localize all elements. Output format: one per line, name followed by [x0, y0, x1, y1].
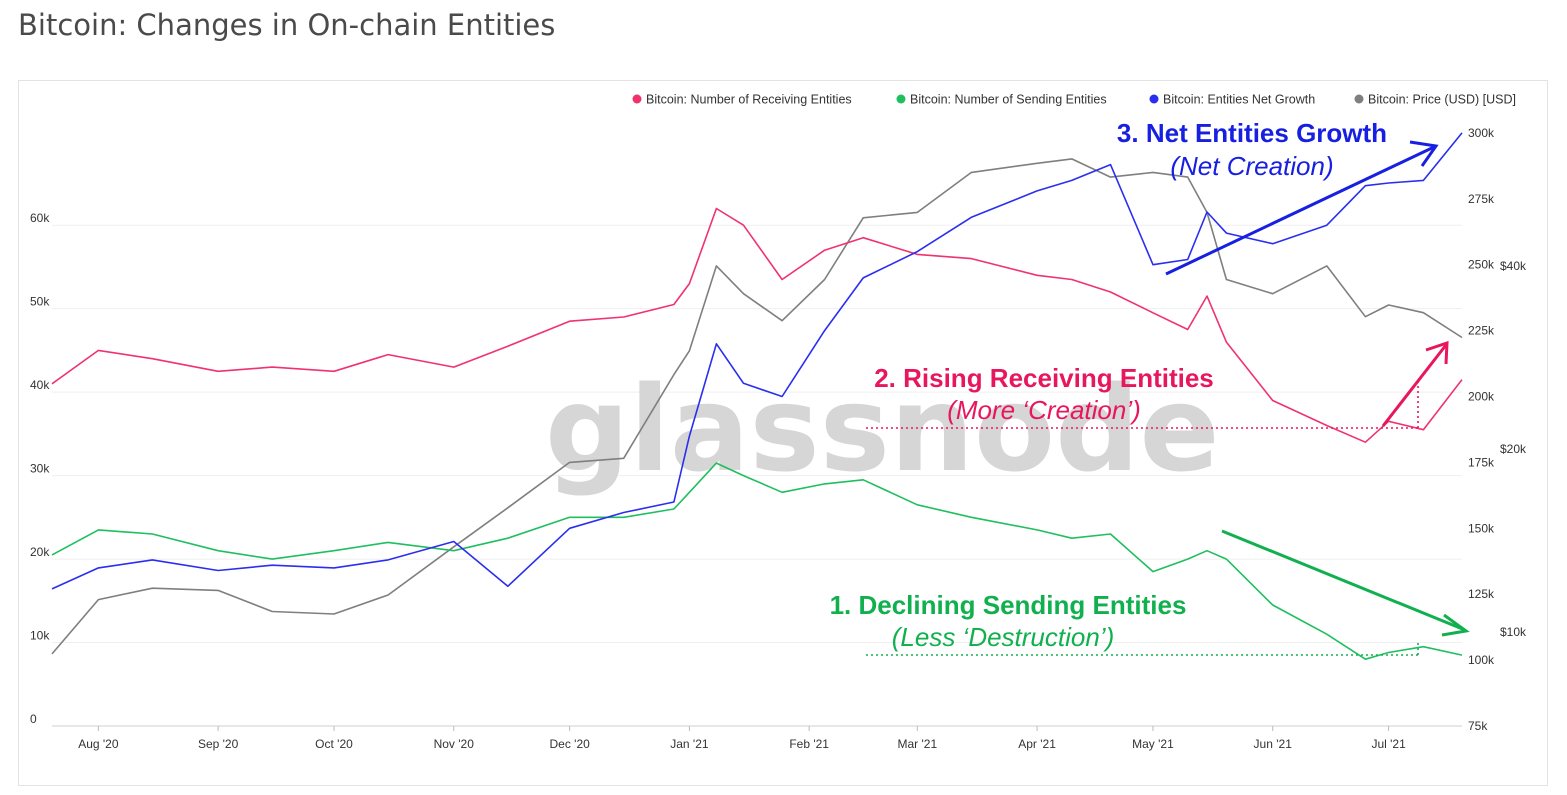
- annotation-receiving-subtitle: (More ‘Creation’): [947, 395, 1141, 425]
- y-right-net-tick-label: 225k: [1468, 324, 1495, 338]
- legend-label: Bitcoin: Number of Sending Entities: [910, 93, 1107, 107]
- annotation-receiving-arrowhead: [1425, 340, 1449, 365]
- x-tick-label: Jun '21: [1254, 737, 1293, 751]
- y-right-net-tick-label: 150k: [1468, 521, 1495, 535]
- annotation-net-subtitle: (Net Creation): [1170, 151, 1333, 181]
- y-right-net-tick-label: 125k: [1468, 587, 1495, 601]
- y-left-tick-label: 10k: [30, 629, 50, 643]
- annotation-sending-subtitle: (Less ‘Destruction’): [892, 622, 1115, 652]
- x-tick-label: Dec '20: [549, 737, 590, 751]
- y-right-net-tick-label: 300k: [1468, 126, 1495, 140]
- y-right-price-tick-label: $10k: [1500, 625, 1527, 639]
- x-tick-label: Mar '21: [897, 737, 937, 751]
- price-line: [51, 158, 1463, 655]
- legend-item[interactable]: Bitcoin: Price (USD) [USD]: [1354, 93, 1516, 107]
- sending-entities-line: [51, 462, 1463, 661]
- y-right-net-tick-label: 175k: [1468, 455, 1495, 469]
- annotation-sending-arrowhead: [1441, 613, 1470, 637]
- net-growth-line: [51, 132, 1463, 590]
- y-right-net-tick-label: 200k: [1468, 390, 1495, 404]
- watermark: glassnode: [545, 360, 1220, 498]
- x-tick-label: Feb '21: [789, 737, 829, 751]
- y-right-net-tick-label: 275k: [1468, 192, 1495, 206]
- y-right-net-tick-label: 75k: [1468, 719, 1488, 733]
- y-right-net-tick-label: 100k: [1468, 653, 1495, 667]
- annotation-sending-title: 1. Declining Sending Entities: [830, 590, 1187, 620]
- legend-item[interactable]: Bitcoin: Number of Sending Entities: [896, 93, 1107, 107]
- legend-swatch: [896, 94, 906, 104]
- legend-item[interactable]: Bitcoin: Number of Receiving Entities: [632, 93, 852, 107]
- axes: 0 10k 20k 30k 40k 50k 60k Aug '20 Sep '20 Oct '20…: [30, 126, 1527, 751]
- annotation-receiving-arrow: [1381, 344, 1448, 427]
- page-title: Bitcoin: Changes in On-chain Entities: [18, 8, 556, 42]
- y-left-tick-label: 40k: [30, 378, 50, 392]
- legend-label: Bitcoin: Price (USD) [USD]: [1368, 93, 1516, 107]
- x-tick-label: May '21: [1132, 737, 1174, 751]
- annotation-receiving: 2. Rising Receiving Entities (More ‘Crea…: [866, 340, 1449, 429]
- x-tick-label: Jul '21: [1371, 737, 1406, 751]
- y-right-net-tick-label: 250k: [1468, 258, 1495, 272]
- series-layer: [51, 132, 1463, 661]
- x-tick-label: Oct '20: [315, 737, 353, 751]
- annotation-net-arrowhead: [1409, 140, 1439, 167]
- annotation-net-title: 3. Net Entities Growth: [1117, 118, 1387, 148]
- x-tick-label: Sep '20: [198, 737, 239, 751]
- annotation-receiving-title: 2. Rising Receiving Entities: [874, 363, 1214, 393]
- receiving-entities-line: [51, 207, 1463, 444]
- y-left-tick-label: 30k: [30, 462, 50, 476]
- legend-label: Bitcoin: Number of Receiving Entities: [646, 93, 852, 107]
- x-tick-label: Apr '21: [1018, 737, 1056, 751]
- annotation-sending: 1. Declining Sending Entities (Less ‘Des…: [830, 529, 1470, 656]
- legend: Bitcoin: Number of Receiving Entities Bit…: [632, 93, 1516, 107]
- y-right-price-tick-label: $20k: [1500, 442, 1527, 456]
- x-tick-label: Nov '20: [434, 737, 475, 751]
- annotation-net-growth: 3. Net Entities Growth (Net Creation): [1117, 118, 1439, 276]
- legend-swatch: [632, 94, 642, 104]
- annotation-sending-arrow: [1221, 529, 1466, 632]
- y-left-tick-label: 50k: [30, 295, 50, 309]
- y-right-price-tick-label: $40k: [1500, 259, 1527, 273]
- y-left-tick-label: 0: [30, 712, 37, 726]
- annotation-net-arrow: [1165, 145, 1435, 276]
- legend-item[interactable]: Bitcoin: Entities Net Growth: [1149, 93, 1316, 107]
- chart-frame: [18, 80, 1548, 786]
- y-left-tick-label: 60k: [30, 211, 50, 225]
- legend-swatch: [1149, 94, 1159, 104]
- x-tick-label: Aug '20: [78, 737, 119, 751]
- legend-label: Bitcoin: Entities Net Growth: [1163, 93, 1315, 107]
- y-left-tick-label: 20k: [30, 545, 50, 559]
- x-tick-label: Jan '21: [670, 737, 709, 751]
- legend-swatch: [1354, 94, 1364, 104]
